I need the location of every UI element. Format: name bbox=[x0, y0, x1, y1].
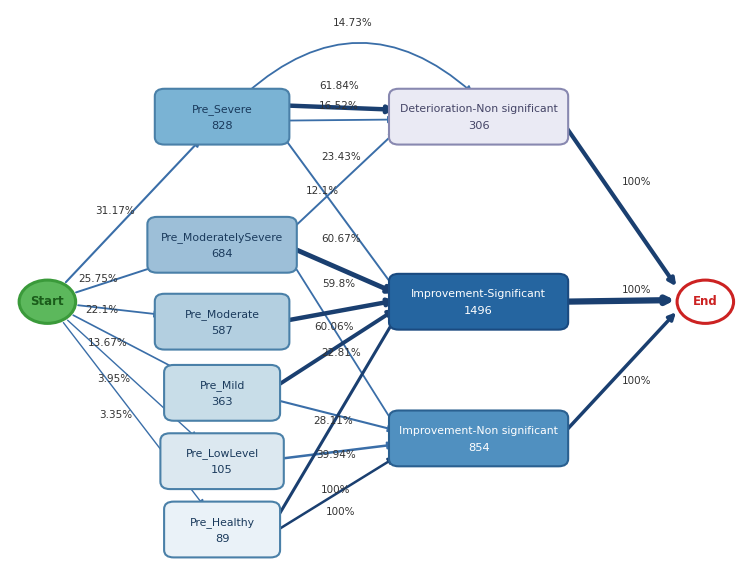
Text: Start: Start bbox=[31, 295, 64, 308]
Text: 28.11%: 28.11% bbox=[314, 416, 354, 426]
Circle shape bbox=[677, 280, 733, 323]
Text: Improvement-Significant: Improvement-Significant bbox=[411, 289, 546, 300]
Circle shape bbox=[19, 280, 76, 323]
Text: 60.06%: 60.06% bbox=[314, 323, 354, 332]
Text: Deterioration-Non significant: Deterioration-Non significant bbox=[400, 104, 557, 114]
Text: Pre_LowLevel: Pre_LowLevel bbox=[186, 448, 258, 459]
Text: 3.35%: 3.35% bbox=[99, 410, 132, 420]
Text: 14.73%: 14.73% bbox=[333, 18, 372, 28]
FancyBboxPatch shape bbox=[148, 217, 297, 273]
Text: 684: 684 bbox=[211, 249, 233, 259]
Text: 22.1%: 22.1% bbox=[85, 305, 118, 315]
Text: 59.8%: 59.8% bbox=[322, 278, 355, 289]
Text: 23.43%: 23.43% bbox=[321, 152, 361, 162]
FancyBboxPatch shape bbox=[389, 274, 568, 329]
Text: 3.95%: 3.95% bbox=[97, 374, 130, 385]
Text: 31.17%: 31.17% bbox=[95, 206, 135, 216]
Text: 60.67%: 60.67% bbox=[321, 234, 361, 244]
Text: Pre_Moderate: Pre_Moderate bbox=[184, 309, 260, 320]
FancyBboxPatch shape bbox=[155, 294, 289, 350]
Text: 105: 105 bbox=[211, 465, 233, 476]
Text: 854: 854 bbox=[468, 443, 489, 453]
Text: 1496: 1496 bbox=[464, 306, 493, 316]
Text: Pre_Severe: Pre_Severe bbox=[192, 104, 252, 115]
Text: 100%: 100% bbox=[622, 177, 651, 187]
Text: Pre_Mild: Pre_Mild bbox=[199, 380, 245, 391]
Text: 61.84%: 61.84% bbox=[319, 82, 359, 91]
Text: 12.1%: 12.1% bbox=[306, 186, 339, 196]
Text: 13.67%: 13.67% bbox=[88, 338, 128, 348]
FancyBboxPatch shape bbox=[160, 434, 284, 489]
FancyBboxPatch shape bbox=[164, 365, 280, 421]
Text: 828: 828 bbox=[211, 121, 233, 131]
Text: 100%: 100% bbox=[321, 485, 351, 494]
Text: 100%: 100% bbox=[327, 507, 356, 518]
Text: 306: 306 bbox=[468, 121, 489, 131]
Text: 22.81%: 22.81% bbox=[321, 348, 361, 358]
FancyBboxPatch shape bbox=[389, 89, 568, 144]
Text: Pre_Healthy: Pre_Healthy bbox=[189, 517, 255, 528]
FancyBboxPatch shape bbox=[389, 411, 568, 466]
FancyBboxPatch shape bbox=[155, 89, 289, 144]
Text: End: End bbox=[693, 295, 718, 308]
Text: 16.52%: 16.52% bbox=[319, 101, 359, 112]
Text: 39.94%: 39.94% bbox=[316, 450, 356, 461]
Text: 25.75%: 25.75% bbox=[78, 274, 118, 284]
Text: 89: 89 bbox=[215, 534, 229, 543]
Text: 100%: 100% bbox=[622, 377, 651, 386]
Text: 363: 363 bbox=[211, 397, 233, 407]
Text: 587: 587 bbox=[211, 326, 233, 336]
FancyBboxPatch shape bbox=[164, 501, 280, 557]
Text: 100%: 100% bbox=[622, 285, 651, 296]
Text: Improvement-Non significant: Improvement-Non significant bbox=[399, 426, 558, 436]
Text: Pre_ModeratelySevere: Pre_ModeratelySevere bbox=[161, 232, 283, 243]
